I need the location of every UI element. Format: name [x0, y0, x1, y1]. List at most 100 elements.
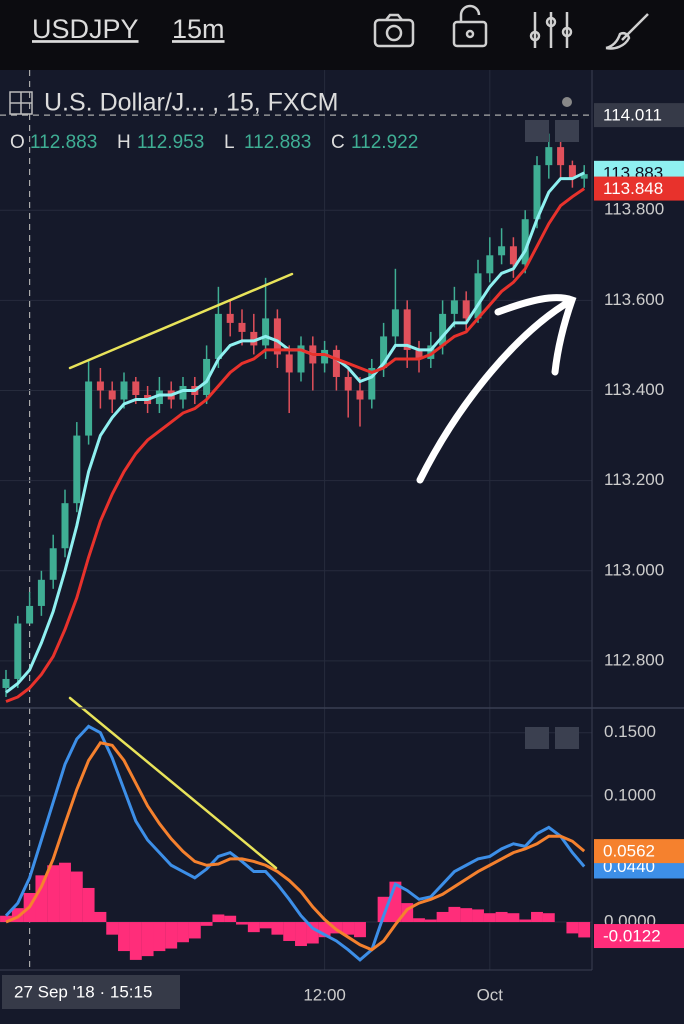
histogram-bar: [271, 922, 284, 935]
interval[interactable]: 15m: [172, 14, 225, 44]
candle-body: [356, 390, 364, 400]
ohlc-row: O 112.883 H 112.953 L 112.883 C 112.922: [10, 132, 418, 153]
candle-body: [108, 390, 116, 400]
y-tick-label: 113.600: [604, 290, 664, 309]
ohlc-key: H: [117, 132, 131, 153]
candle-body: [285, 354, 293, 373]
histogram-bar: [566, 922, 579, 934]
ohlc-key: C: [331, 132, 345, 153]
candle-body: [262, 318, 270, 346]
histogram-bar: [342, 922, 355, 935]
ohlc-value: 112.883: [244, 132, 311, 153]
trend-line: [68, 696, 278, 870]
candle-body: [14, 623, 22, 679]
toolbar-icons: [373, 4, 649, 50]
last-value-label: 0.0562: [603, 842, 655, 861]
candle-body: [509, 246, 517, 265]
series-line: [5, 187, 586, 703]
pane-button[interactable]: [555, 120, 579, 142]
candle-body: [85, 381, 93, 436]
histogram-bar: [129, 922, 142, 960]
y-tick-label: 113.800: [604, 200, 664, 219]
histogram-bar: [188, 922, 201, 939]
histogram-bar: [483, 913, 496, 923]
histogram-bar: [436, 911, 449, 923]
x-tick-label: Oct: [477, 985, 504, 1004]
legend-title: U.S. Dollar/J... , 15, FXCM: [44, 89, 339, 117]
histogram-bar: [0, 915, 12, 923]
histogram-bar: [389, 881, 402, 923]
histogram-bar: [448, 906, 461, 923]
histogram-bar: [507, 913, 520, 923]
y-tick-label: 0.1000: [604, 785, 656, 804]
histogram-bar: [94, 911, 107, 923]
histogram-bar: [35, 875, 48, 923]
histogram-bar: [59, 862, 71, 923]
candle-body: [474, 273, 482, 319]
crosshair-time-box: [2, 975, 180, 1009]
candle-body: [486, 255, 494, 274]
draw-icon[interactable]: [605, 13, 649, 50]
annotations: [68, 272, 577, 870]
candle-body: [238, 322, 246, 332]
candle-body: [273, 318, 281, 355]
histogram-bar: [177, 922, 189, 943]
candle-body: [96, 381, 104, 391]
histogram-bar: [472, 909, 484, 923]
histogram-bar: [224, 915, 237, 923]
candle-body: [332, 349, 340, 377]
last-value-box: [594, 176, 684, 201]
histogram-bar: [413, 918, 425, 923]
lock-icon[interactable]: [452, 4, 488, 48]
pane-button[interactable]: [525, 727, 549, 749]
x-tick-label: 12:00: [303, 985, 346, 1004]
camera-icon[interactable]: [373, 13, 415, 48]
histogram-bar: [118, 922, 130, 952]
candle-body: [344, 376, 352, 391]
candle-body: [462, 300, 470, 319]
histogram-bar: [106, 922, 119, 935]
series-line: [4, 724, 586, 962]
arrow: [416, 294, 577, 484]
status-dot: [562, 97, 572, 107]
histogram-bar: [495, 911, 508, 923]
candle-body: [380, 336, 388, 368]
histogram-bar: [519, 919, 532, 923]
histogram-bar: [377, 896, 390, 923]
candle-body: [49, 548, 57, 580]
histogram-bar: [424, 919, 437, 923]
y-tick-label: 113.200: [604, 470, 664, 489]
last-value-box: [594, 924, 684, 949]
candle-body: [403, 309, 411, 350]
ohlc-value: 112.953: [137, 132, 204, 153]
candle-body: [179, 385, 187, 400]
symbol[interactable]: USDJPY: [32, 14, 139, 44]
histogram-bar: [460, 908, 473, 923]
candle-body: [37, 579, 45, 606]
pane-button[interactable]: [555, 727, 579, 749]
histogram-bar: [542, 913, 555, 923]
candle-body: [557, 147, 565, 166]
candle-body: [427, 345, 435, 359]
trend-line: [68, 272, 294, 370]
candle-body: [120, 381, 128, 400]
y-tick-label: 113.000: [604, 560, 664, 579]
y-tick-label: 0.1500: [604, 722, 656, 741]
last-value-label: 113.848: [603, 179, 663, 198]
marks: [0, 133, 591, 962]
series-line: [5, 741, 586, 952]
candle-body: [321, 349, 329, 364]
histogram-bar: [153, 922, 166, 952]
pane-button[interactable]: [525, 120, 549, 142]
ohlc-value: 112.922: [351, 132, 418, 153]
labels: 27 Sep '18 · 15:15 12:00 Oct 112.800 113.000…: [2, 103, 684, 1009]
histogram-bar: [200, 922, 213, 926]
settings-icon[interactable]: [529, 12, 573, 48]
pane-buttons: [525, 120, 579, 749]
y-tick-label: 113.400: [604, 380, 664, 399]
histogram-bar: [283, 922, 296, 941]
candle-body: [73, 435, 81, 504]
candle-body: [580, 174, 588, 179]
